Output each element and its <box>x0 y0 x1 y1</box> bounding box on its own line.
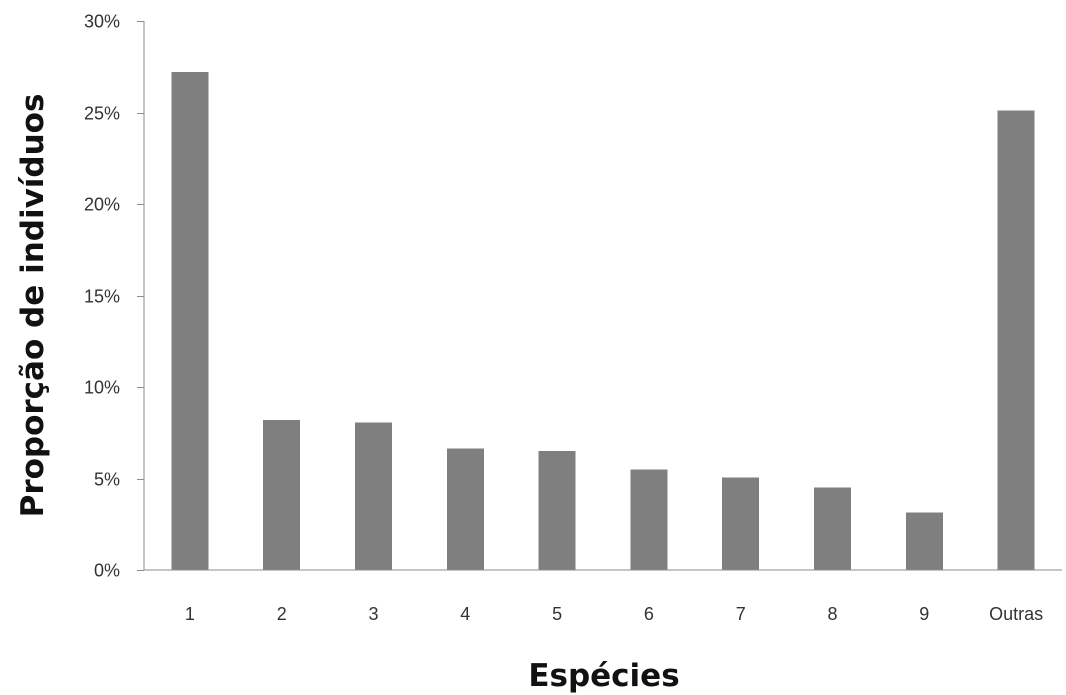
x-axis-ticks: 1 2 3 4 5 6 7 8 9 Outras <box>185 604 1043 624</box>
bar-3 <box>355 422 392 570</box>
y-tick-label: 5% <box>94 470 120 490</box>
x-tick-label: 9 <box>919 604 929 624</box>
x-tick-label: 1 <box>185 604 195 624</box>
bars <box>171 72 1035 571</box>
x-axis-title: Espécies <box>528 658 679 694</box>
x-tick-label: 5 <box>552 604 562 624</box>
bar-8 <box>814 487 851 570</box>
y-tick-label: 0% <box>94 561 120 581</box>
x-tick-label: 3 <box>368 604 378 624</box>
y-tick-label: 30% <box>84 12 120 32</box>
x-tick-label: 8 <box>827 604 837 624</box>
x-tick-label: Outras <box>989 604 1043 624</box>
bar-outras <box>997 110 1035 571</box>
x-tick-label: 6 <box>644 604 654 624</box>
y-tick-label: 20% <box>84 195 120 215</box>
bar-2 <box>263 419 301 570</box>
x-tick-label: 2 <box>277 604 287 624</box>
bar-5 <box>538 451 576 570</box>
y-tick-label: 15% <box>84 287 120 307</box>
bar-4 <box>446 448 484 570</box>
bar-1 <box>171 72 209 571</box>
bar-9 <box>905 512 943 570</box>
y-axis-title: Proporção de indivíduos <box>15 94 51 518</box>
x-tick-label: 7 <box>736 604 746 624</box>
y-tick-label: 10% <box>84 378 120 398</box>
x-tick-label: 4 <box>460 604 470 624</box>
y-axis-ticks: 0% 5% 10% 15% 20% 25% 30% <box>84 12 144 581</box>
y-tick-label: 25% <box>84 104 120 124</box>
bar-6 <box>630 469 668 570</box>
bar-7 <box>722 477 760 570</box>
